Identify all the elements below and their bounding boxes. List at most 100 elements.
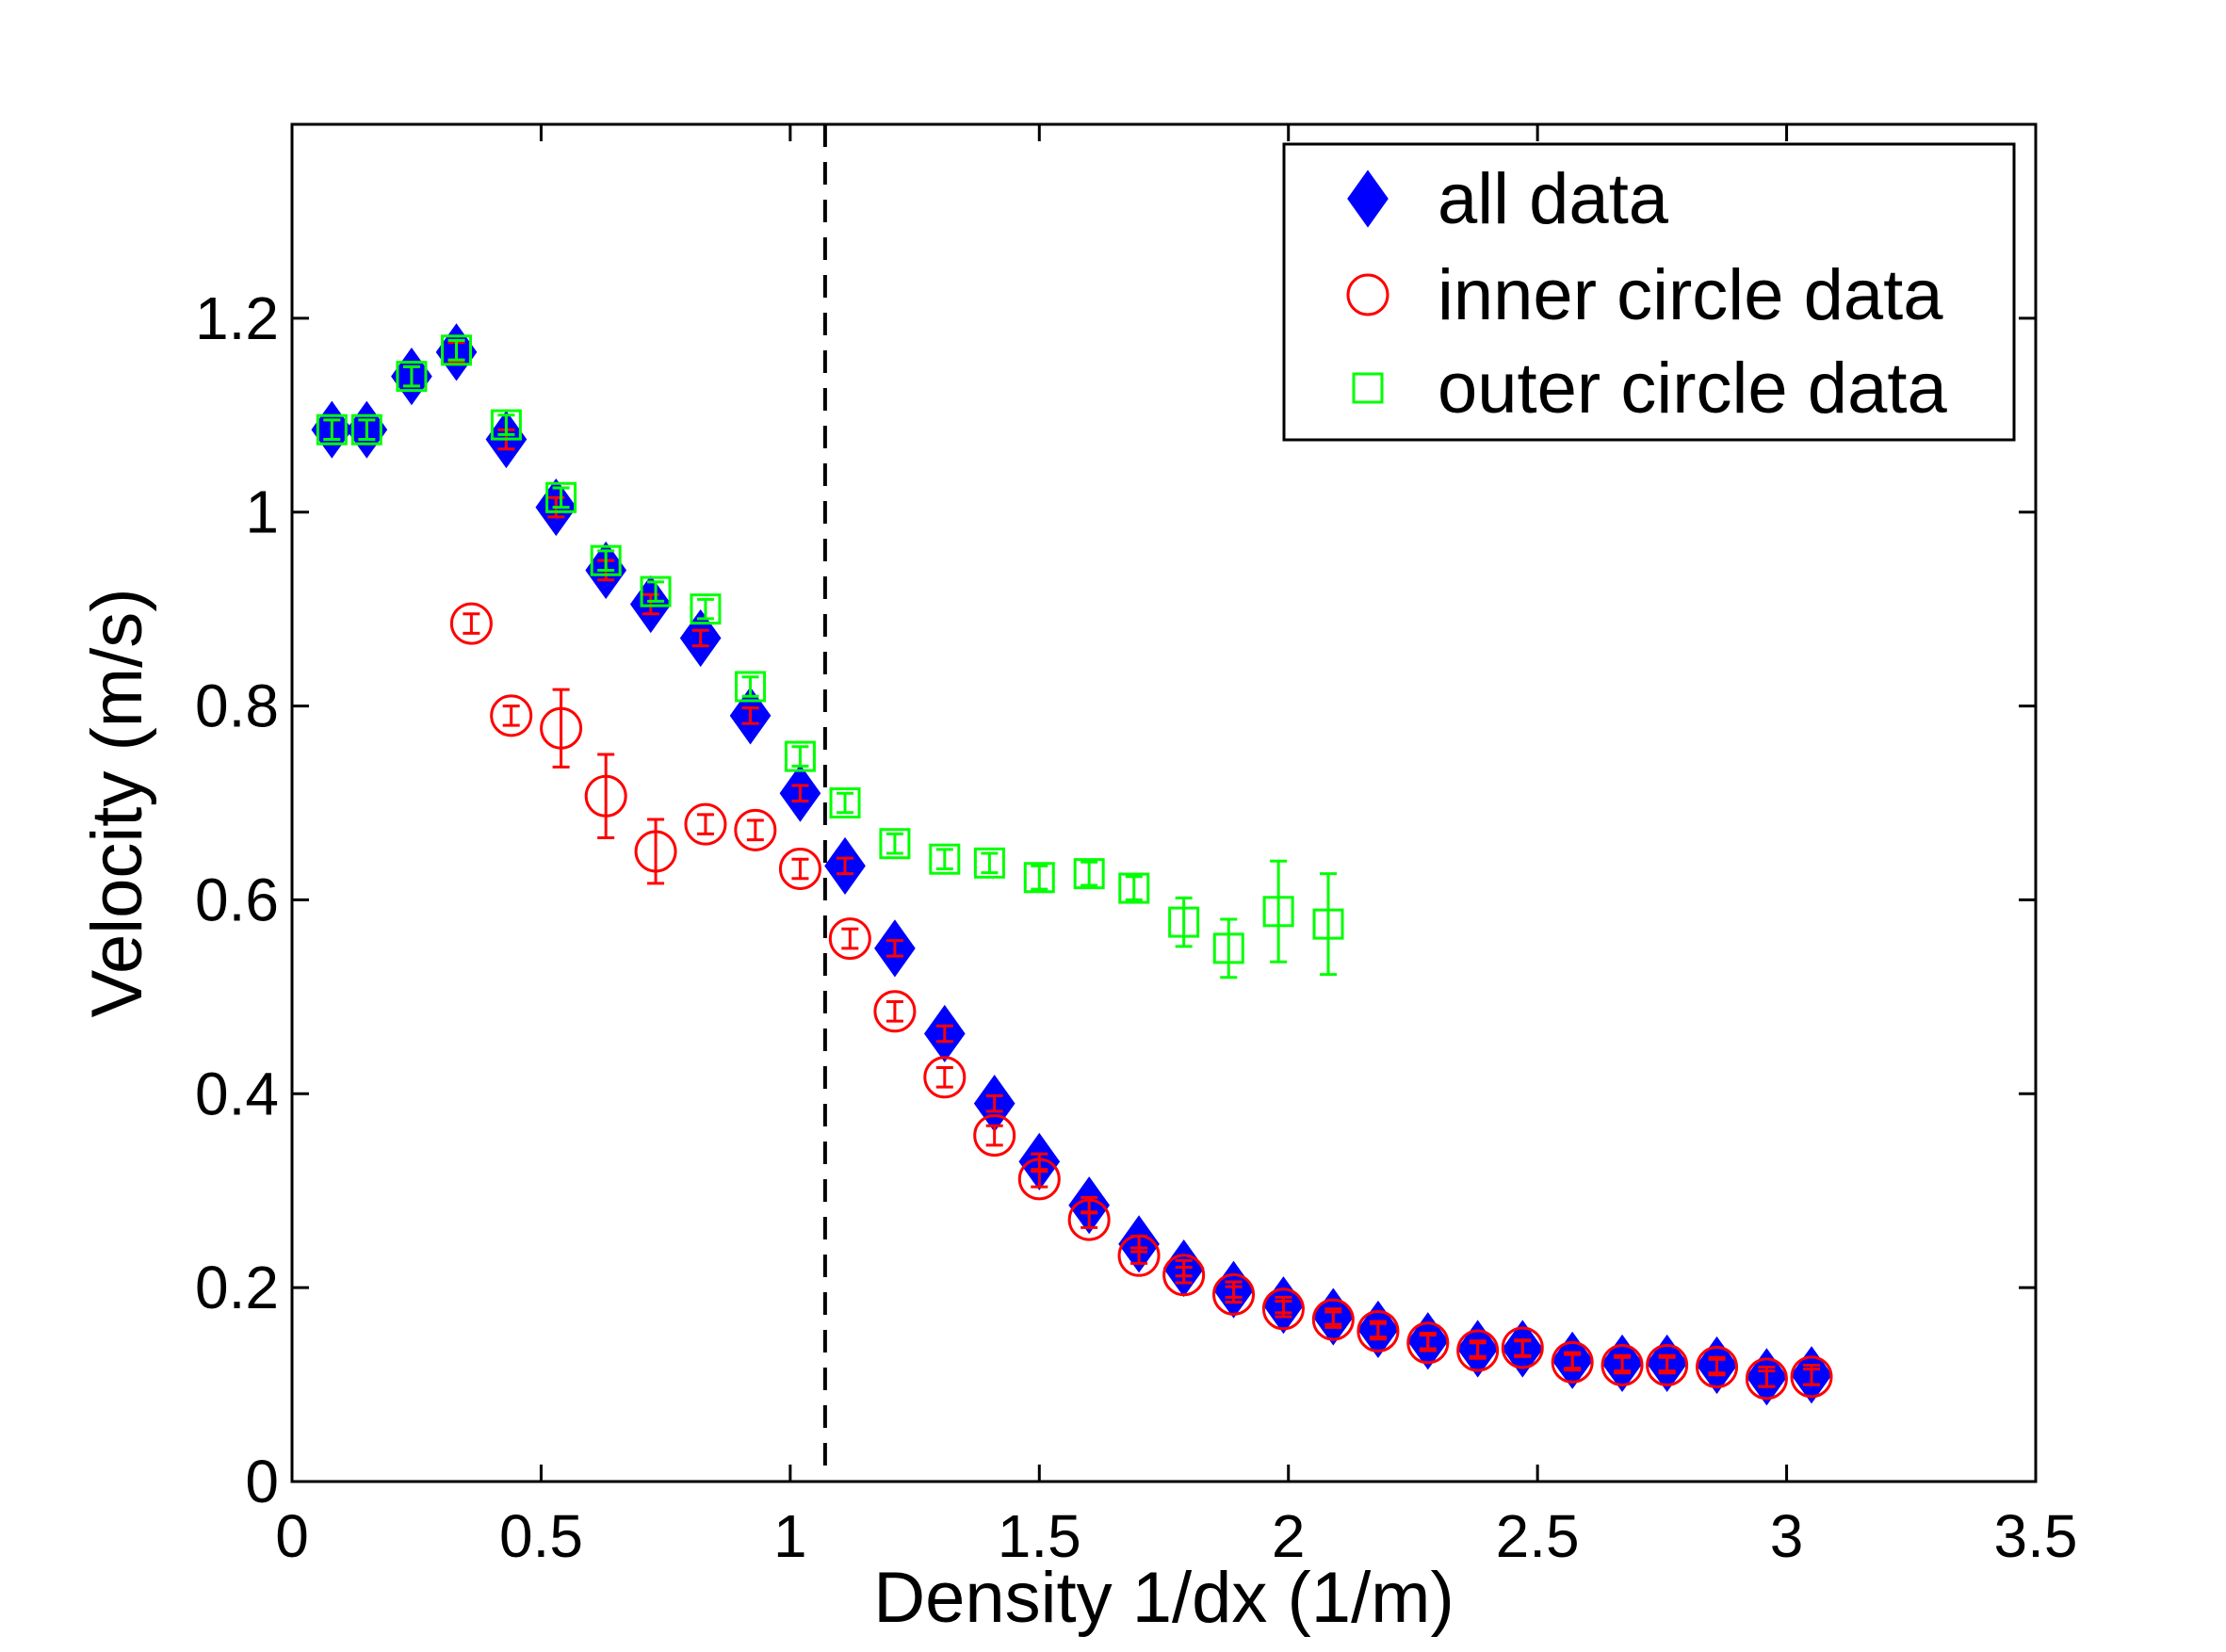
legend-marker-diamond <box>1347 170 1389 228</box>
y-axis-label: Velocity (m/s) <box>77 588 157 1017</box>
error-bar <box>647 818 665 885</box>
x-tick-label: 1.5 <box>998 1502 1081 1570</box>
error-bar <box>447 339 465 362</box>
data-point <box>1790 1355 1833 1399</box>
error-bar <box>1658 1355 1676 1375</box>
data-point <box>1311 1298 1355 1341</box>
legend-label: inner circle data <box>1438 255 1943 335</box>
error-bar <box>791 745 809 768</box>
error-bar <box>691 628 709 648</box>
data-point <box>449 602 493 645</box>
error-bar <box>1225 1285 1243 1304</box>
error-bar <box>1081 1210 1098 1229</box>
data-point <box>690 593 722 625</box>
x-tick-label: 0.5 <box>499 1502 583 1570</box>
legend-label: all data <box>1438 159 1669 239</box>
x-tick-label: 3 <box>1770 1502 1804 1570</box>
error-bar <box>1324 1310 1342 1329</box>
data-point <box>1501 1326 1544 1369</box>
error-bar <box>597 549 615 572</box>
error-bar <box>1320 872 1338 977</box>
error-bar <box>1081 860 1098 887</box>
data-point <box>973 847 1005 879</box>
error-bar <box>647 580 665 603</box>
data-point <box>490 409 522 441</box>
error-bar <box>502 705 520 727</box>
legend-marker-square <box>1352 372 1384 404</box>
x-axis-label: Density 1/dx (1/m) <box>873 1558 1454 1638</box>
error-bar <box>1031 1152 1048 1172</box>
data-marks <box>311 323 1833 1406</box>
error-bar <box>841 927 859 950</box>
data-point <box>640 575 672 607</box>
legend-box <box>1282 142 2016 442</box>
error-bar <box>1614 1355 1632 1375</box>
legend-label: outer circle data <box>1438 348 1947 429</box>
data-point <box>1357 1309 1400 1352</box>
y-tick-label: 0.2 <box>195 1254 279 1321</box>
data-point <box>1023 862 1055 894</box>
error-bar <box>985 1124 1003 1147</box>
data-point <box>1118 872 1150 904</box>
y-tick-label: 1.2 <box>195 284 279 352</box>
y-tick-label: 0.8 <box>195 672 279 740</box>
data-point <box>1017 1158 1061 1201</box>
data-point <box>1117 1234 1161 1277</box>
error-bar <box>1220 917 1238 980</box>
data-point <box>1073 858 1105 890</box>
error-bar <box>552 688 570 769</box>
error-bar <box>1275 1300 1292 1319</box>
x-tick-label: 1 <box>773 1502 807 1570</box>
error-bar <box>323 418 341 442</box>
legend-marker-circle <box>1346 273 1389 316</box>
data-point <box>1600 1343 1644 1386</box>
y-tick-label: 1 <box>245 478 279 546</box>
error-bar <box>1514 1338 1532 1357</box>
data-point <box>1261 1288 1305 1331</box>
x-tick-label: 3.5 <box>1994 1502 2078 1570</box>
error-bar <box>1270 859 1288 964</box>
error-bar <box>552 486 570 510</box>
error-bar <box>1758 1369 1776 1388</box>
data-point <box>396 361 428 393</box>
data-point <box>1067 1198 1111 1241</box>
data-point <box>545 481 577 513</box>
data-point <box>734 808 777 851</box>
error-bar <box>1031 864 1048 891</box>
error-bar <box>463 612 480 635</box>
y-tick-label: 0 <box>245 1448 279 1515</box>
error-bar <box>1125 875 1143 901</box>
data-point <box>873 990 917 1033</box>
error-bar <box>696 597 714 621</box>
data-point <box>778 847 821 890</box>
error-bar <box>696 813 714 835</box>
data-point <box>1696 1346 1739 1389</box>
data-point <box>316 413 348 445</box>
data-point <box>784 740 816 772</box>
error-bar <box>1175 1266 1193 1285</box>
data-point <box>735 671 767 703</box>
data-point <box>1406 1321 1450 1365</box>
data-point <box>1646 1343 1689 1386</box>
data-point <box>879 828 911 860</box>
data-point <box>1212 1272 1256 1316</box>
y-tick-label: 0.4 <box>195 1060 279 1127</box>
x-tick-label: 2 <box>1272 1502 1306 1570</box>
data-point <box>973 1114 1016 1158</box>
error-bar <box>1803 1368 1821 1386</box>
error-bar <box>358 418 376 442</box>
error-bar <box>791 784 809 802</box>
data-point <box>1456 1329 1500 1372</box>
error-bar <box>402 364 420 388</box>
axis-ticks: 0 0.5 1 1.5 2 2.5 3 3.5 0 0.2 0.4 0.6 0.8 1 1.2 <box>195 124 2077 1570</box>
data-point <box>1551 1340 1594 1384</box>
error-bar <box>1175 896 1193 948</box>
error-bar <box>1419 1334 1437 1352</box>
error-bar <box>886 832 903 855</box>
error-bar <box>1369 1321 1387 1341</box>
data-point <box>923 1056 967 1099</box>
error-bar <box>935 848 953 870</box>
data-point <box>490 694 533 737</box>
error-bar <box>1708 1357 1726 1377</box>
